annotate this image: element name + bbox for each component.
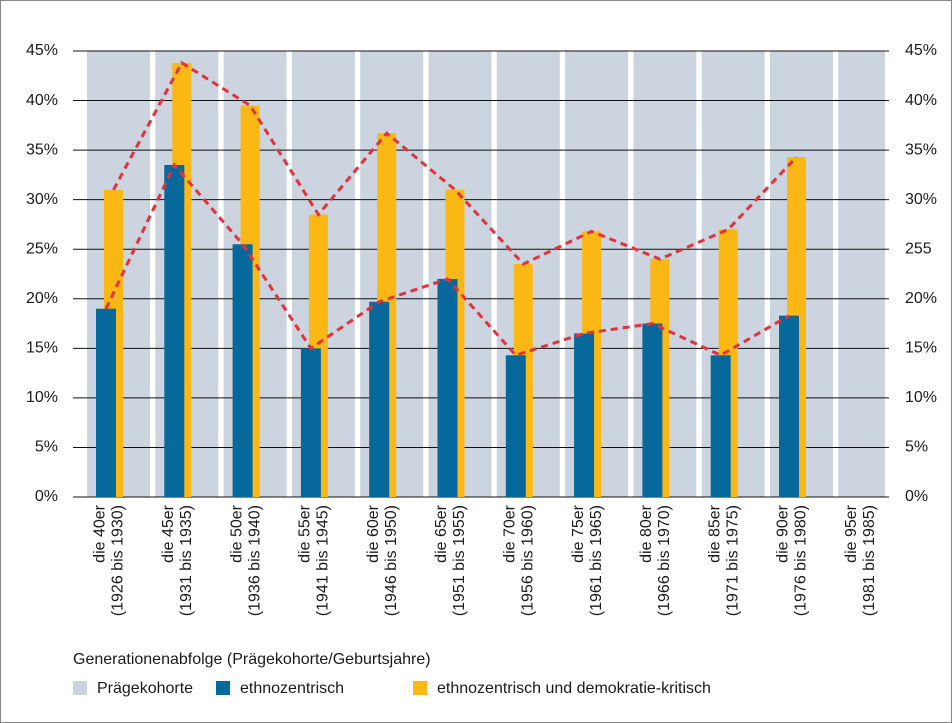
- legend-swatch: [73, 681, 87, 695]
- x-tick-label: die 55er: [297, 504, 314, 562]
- x-tick-label: die 75er: [570, 504, 587, 562]
- bar: [300, 348, 321, 497]
- y2-tick-label: 35%: [905, 141, 937, 158]
- y-tick-label: 15%: [26, 340, 58, 357]
- x-tick-label: die 40er: [92, 504, 109, 562]
- x-tick-label: die 95er: [843, 504, 860, 562]
- y2-tick-label: 10%: [905, 389, 937, 406]
- x-tick-label: (1936 bis 1940): [246, 505, 263, 616]
- bar: [505, 355, 526, 497]
- x-tick-label: (1981 bis 1985): [861, 505, 878, 616]
- x-tick-label: die 45er: [160, 504, 177, 562]
- x-tick-label: die 85er: [706, 504, 723, 562]
- x-tick-label: (1941 bis 1945): [315, 505, 332, 616]
- x-tick-label: die 50er: [228, 504, 245, 562]
- x-tick-label: (1971 bis 1975): [724, 505, 741, 616]
- y-tick-label: 30%: [26, 191, 58, 208]
- legend-label: ethnozentrisch: [240, 680, 344, 697]
- x-tick-label: (1976 bis 1980): [793, 505, 810, 616]
- y-tick-label: 40%: [26, 92, 58, 109]
- legend-label: Prägekohorte: [97, 680, 193, 697]
- x-tick-label: (1946 bis 1950): [383, 505, 400, 616]
- y-tick-label: 20%: [26, 290, 58, 307]
- x-tick-label: die 60er: [365, 504, 382, 562]
- legend-swatch: [413, 681, 427, 695]
- x-tick-label: (1926 bis 1930): [110, 505, 127, 616]
- bar: [232, 244, 253, 497]
- y-tick-label: 10%: [26, 389, 58, 406]
- trend-line: [104, 162, 790, 357]
- y2-tick-label: 30%: [905, 191, 937, 208]
- y2-tick-label: 20%: [905, 290, 937, 307]
- y-tick-label: 25%: [26, 240, 58, 257]
- bar: [96, 308, 116, 497]
- y-tick-label: 35%: [26, 141, 58, 158]
- x-tick-label: (1951 bis 1955): [451, 505, 468, 616]
- x-tick-label: (1966 bis 1970): [656, 505, 673, 616]
- trend-line: [112, 60, 798, 266]
- y2-tick-label: 255: [905, 240, 932, 257]
- x-tick-label: (1961 bis 1965): [588, 505, 605, 616]
- y2-tick-label: 15%: [905, 340, 937, 357]
- y-tick-label: 45%: [26, 42, 58, 59]
- bar: [164, 164, 185, 497]
- x-axis-label: Generationenabfolge (Prägekohorte/Geburt…: [73, 651, 431, 668]
- y2-tick-label: 5%: [905, 439, 928, 456]
- x-tick-label: die 90er: [775, 504, 792, 562]
- bar: [779, 315, 799, 497]
- bar: [437, 278, 458, 497]
- bar: [642, 323, 663, 497]
- y-tick-label: 0%: [35, 488, 58, 505]
- bar: [574, 333, 595, 497]
- y2-tick-label: 40%: [905, 92, 937, 109]
- bar: [369, 301, 390, 497]
- cohort-band: [838, 51, 885, 497]
- legend-label: ethnozentrisch und demokratie-kritisch: [437, 680, 711, 697]
- y2-tick-label: 0%: [905, 488, 928, 505]
- x-tick-label: die 65er: [433, 504, 450, 562]
- x-tick-label: die 70er: [502, 504, 519, 562]
- y2-tick-label: 45%: [905, 42, 937, 59]
- y-tick-label: 5%: [35, 439, 58, 456]
- bar: [710, 355, 731, 497]
- x-tick-label: die 80er: [638, 504, 655, 562]
- legend-swatch: [216, 681, 230, 695]
- x-tick-label: (1956 bis 1960): [520, 505, 537, 616]
- x-tick-label: (1931 bis 1935): [178, 505, 195, 616]
